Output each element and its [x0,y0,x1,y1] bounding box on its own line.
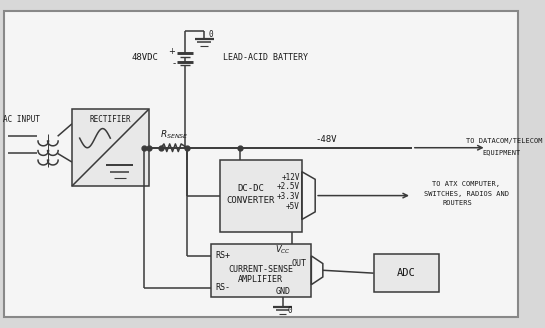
Text: AC INPUT: AC INPUT [3,114,40,124]
Text: $R_{SENSE}$: $R_{SENSE}$ [160,128,189,141]
Bar [220,160,302,232]
Text: -48V: -48V [315,134,336,144]
Text: OUT: OUT [292,259,306,268]
Text: 0: 0 [287,306,292,315]
Text: +3.3V: +3.3V [277,192,300,201]
Text: $V_{CC}$: $V_{CC}$ [275,244,290,256]
Text: RECTIFIER: RECTIFIER [89,114,131,124]
Text: +: + [168,47,175,55]
Text: LEAD-ACID BATTERY: LEAD-ACID BATTERY [223,53,308,62]
Text: RS-: RS- [216,283,231,292]
Text: RS+: RS+ [216,251,231,260]
Text: TO ATX COMPUTER,: TO ATX COMPUTER, [432,181,500,187]
Text: AMPLIFIER: AMPLIFIER [238,275,283,284]
Bar [373,254,439,292]
Text: EQUIPMENT: EQUIPMENT [483,150,521,155]
Text: 48VDC: 48VDC [131,53,158,62]
Text: +2.5V: +2.5V [277,182,300,192]
Text: +12V: +12V [281,173,300,182]
Text: CONVERTER: CONVERTER [227,196,275,205]
Bar [211,244,311,297]
Text: ROUTERS: ROUTERS [443,200,473,206]
Text: TO DATACOM/TELECOM: TO DATACOM/TELECOM [467,138,543,144]
Text: -: - [172,59,175,68]
Text: 0: 0 [209,30,214,39]
Text: SWITCHES, RADIOS AND: SWITCHES, RADIOS AND [424,191,509,197]
Text: ADC: ADC [397,268,415,278]
Text: CURRENT-SENSE: CURRENT-SENSE [228,265,293,274]
Text: +5V: +5V [286,202,300,211]
Bar [72,110,149,186]
Text: GND: GND [275,287,290,296]
Text: DC-DC: DC-DC [238,184,264,194]
